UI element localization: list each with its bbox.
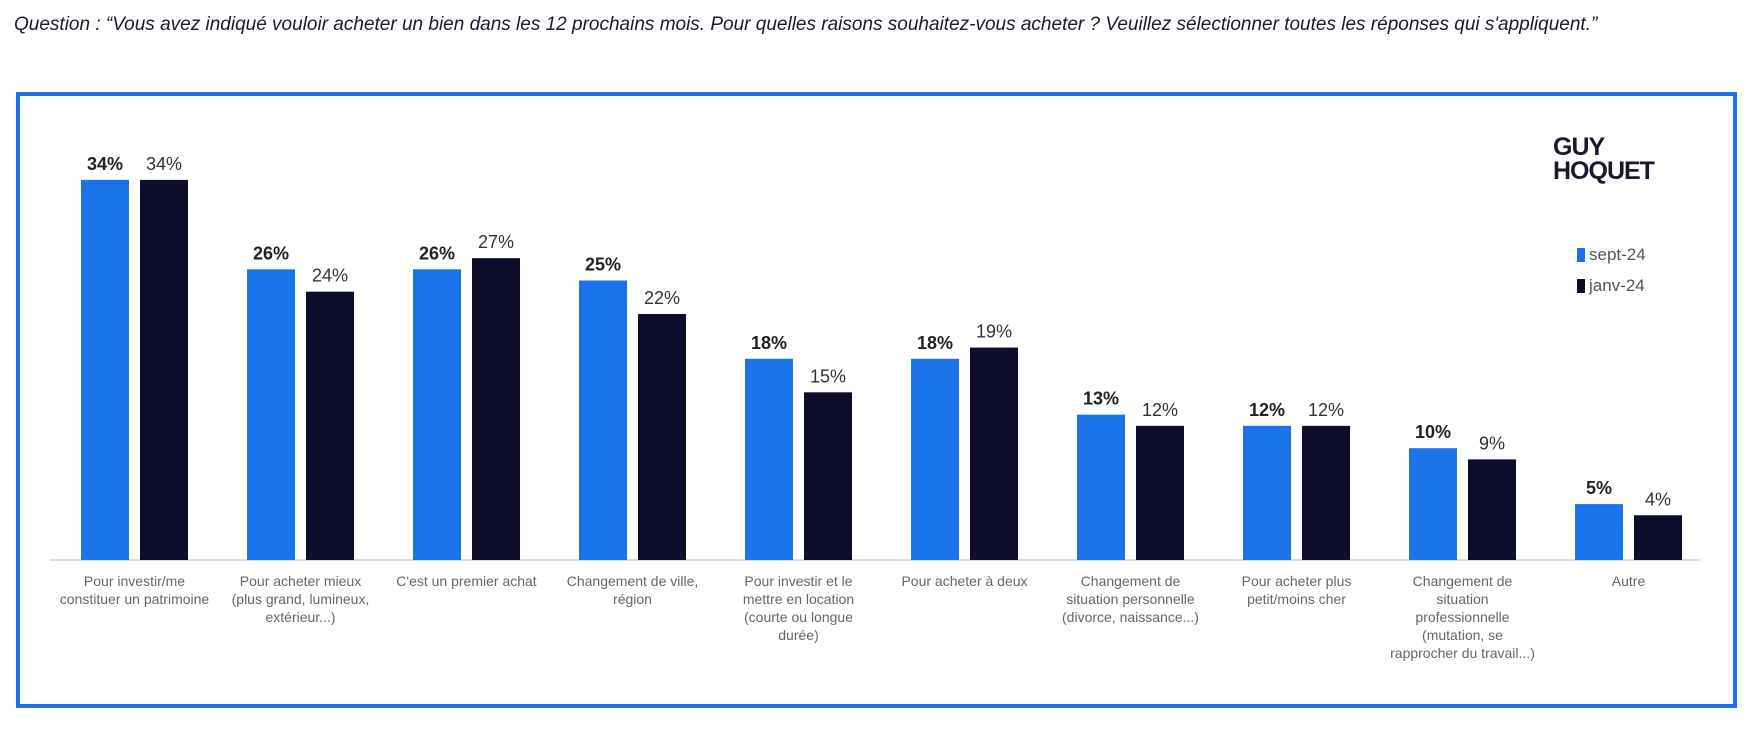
guy-hoquet-logo: GUY HOQUET [1553,133,1655,185]
bar-janv-24 [472,258,520,560]
question-text: Question : “Vous avez indiqué vouloir ac… [14,14,1598,35]
data-label: 19% [976,322,1012,342]
data-label: 25% [585,255,621,275]
legend-item-janv-24: janv-24 [1577,276,1645,296]
bar-janv-24 [1136,425,1184,560]
bar-sept-24 [1243,425,1291,560]
bar-sept-24 [413,269,461,560]
data-label: 10% [1415,422,1451,442]
legend-label-janv: janv-24 [1589,276,1645,295]
bar-janv-24 [1634,515,1682,560]
data-label: 12% [1249,400,1285,420]
data-label: 12% [1142,400,1178,420]
bar-janv-24 [970,347,1018,560]
x-tick-label: Pour investir et le mettre en location (… [742,573,855,643]
legend-label-sept: sept-24 [1589,245,1646,264]
bar-sept-24 [1575,504,1623,560]
data-label: 5% [1586,478,1612,498]
bar-janv-24 [306,291,354,560]
bar-sept-24 [745,358,793,560]
bar-janv-24 [804,392,852,560]
data-label: 22% [644,288,680,308]
data-label: 4% [1645,489,1671,509]
data-label: 15% [810,366,846,386]
bar-sept-24 [1409,448,1457,560]
bar-janv-24 [1302,425,1350,560]
data-label: 27% [478,232,514,252]
data-label: 26% [253,243,289,263]
x-tick-label: Pour acheter plus petit/moins cher [1241,573,1352,607]
chart-frame: 34% 34% 26% 24% 26% 27% 25% 22% 18% 15% 18% 19% 13% 1… [16,92,1737,708]
bar-sept-24 [81,179,129,560]
legend-item-sept-24: sept-24 [1577,245,1646,265]
x-tick-label: Changement de situation professionnelle … [1390,573,1535,661]
bar-janv-24 [1468,459,1516,560]
bar-sept-24 [1077,414,1125,560]
data-label: 13% [1083,389,1119,409]
data-label: 34% [146,154,182,174]
x-tick-label: Pour acheter à deux [901,573,1028,589]
x-tick-label: Pour acheter mieux (plus grand, lumineux… [231,573,370,625]
bar-sept-24 [911,358,959,560]
data-label: 18% [917,333,953,353]
bar-janv-24 [638,314,686,560]
bar-sept-24 [579,280,627,560]
x-tick-label: C'est un premier achat [396,573,537,589]
data-label: 26% [419,243,455,263]
bar-chart: 34% 34% 26% 24% 26% 27% 25% 22% 18% 15% 18% 19% 13% 1… [50,154,1700,561]
data-label: 12% [1308,400,1344,420]
bar-sept-24 [247,269,295,560]
bar-janv-24 [140,179,188,560]
x-tick-label: Pour investir/me constituer un patrimoin… [59,573,210,607]
logo-line-1: GUY [1553,133,1605,161]
data-label: 9% [1479,433,1505,453]
legend-swatch-sept [1577,248,1585,262]
legend-swatch-janv [1577,279,1585,293]
x-tick-label: Changement de situation personnelle (div… [1062,573,1199,625]
data-label: 34% [87,154,123,174]
logo-line-2: HOQUET [1553,157,1655,185]
x-tick-label: Changement de ville, région [566,573,699,607]
data-label: 24% [312,266,348,286]
data-label: 18% [751,333,787,353]
x-tick-label: Autre [1611,573,1646,589]
